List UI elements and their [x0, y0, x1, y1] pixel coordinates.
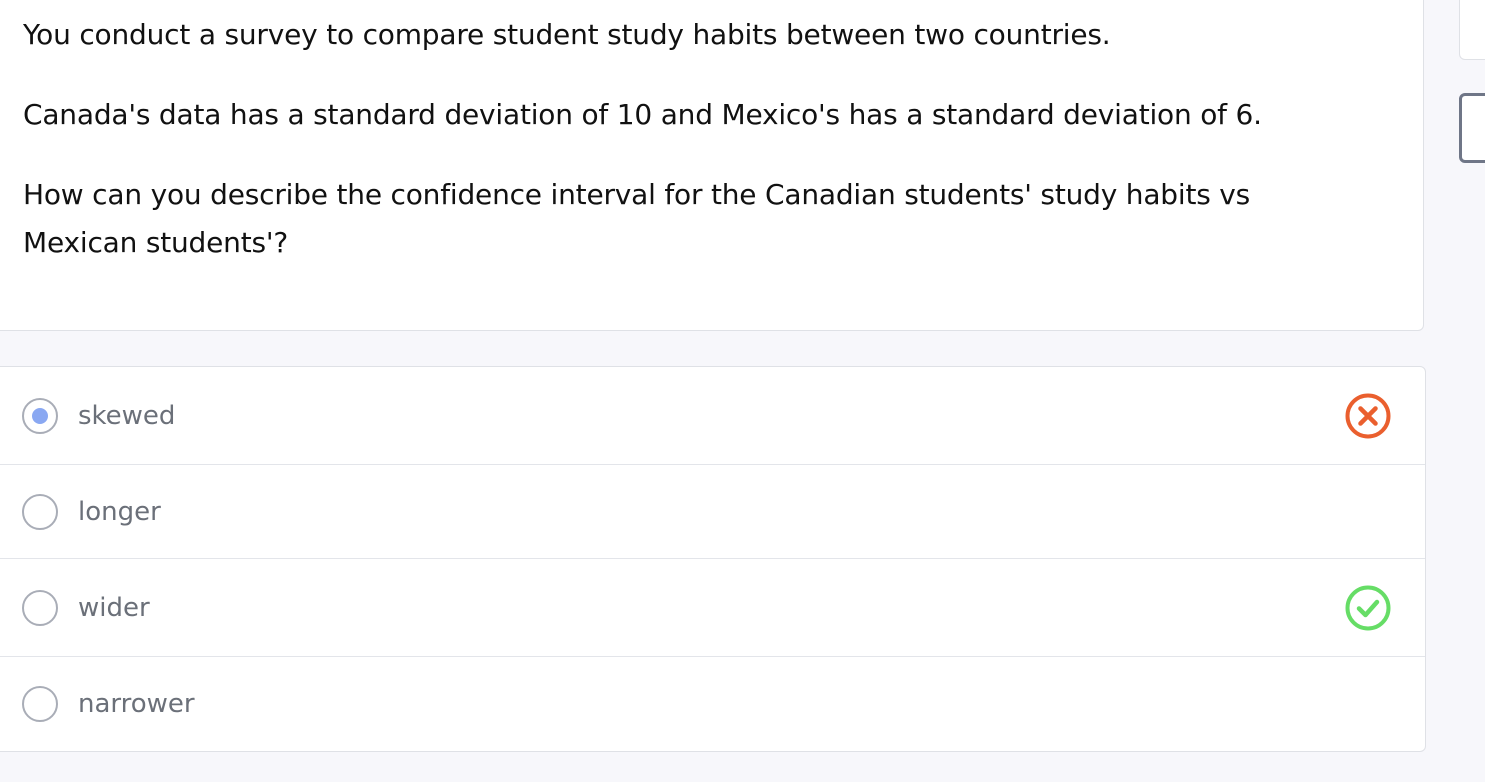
radio-button[interactable] — [22, 494, 58, 530]
question-prompt-line-1: How can you describe the confidence inte… — [23, 178, 1251, 211]
question-text-line-2: Canada's data has a standard deviation o… — [23, 98, 1262, 131]
question-prompt-line-2: Mexican students'? — [23, 226, 289, 259]
radio-button[interactable] — [22, 590, 58, 626]
radio-button[interactable] — [22, 686, 58, 722]
answer-option-wider[interactable]: wider — [0, 559, 1425, 657]
answer-option-longer[interactable]: longer — [0, 465, 1425, 559]
radio-button-selected[interactable] — [22, 398, 58, 434]
check-circle-icon — [1345, 585, 1391, 631]
answer-option-narrower[interactable]: narrower — [0, 657, 1425, 751]
x-circle-icon — [1345, 393, 1391, 439]
answer-option-label: longer — [78, 497, 161, 527]
answer-option-skewed[interactable]: skewed — [0, 367, 1425, 465]
side-panel-card — [1459, 0, 1485, 60]
answer-option-label: wider — [78, 593, 150, 623]
side-panel-button[interactable] — [1459, 93, 1485, 163]
question-text-line-1: You conduct a survey to compare student … — [23, 18, 1111, 51]
answer-option-label: skewed — [78, 401, 176, 431]
answer-option-label: narrower — [78, 689, 195, 719]
answer-options-list: skewed longer wider narrower — [0, 366, 1426, 752]
question-card: You conduct a survey to compare student … — [0, 0, 1424, 331]
